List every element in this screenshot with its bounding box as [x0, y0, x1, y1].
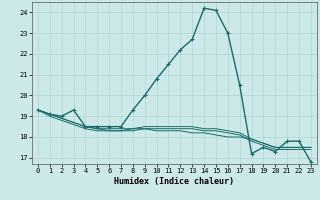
X-axis label: Humidex (Indice chaleur): Humidex (Indice chaleur): [115, 177, 234, 186]
